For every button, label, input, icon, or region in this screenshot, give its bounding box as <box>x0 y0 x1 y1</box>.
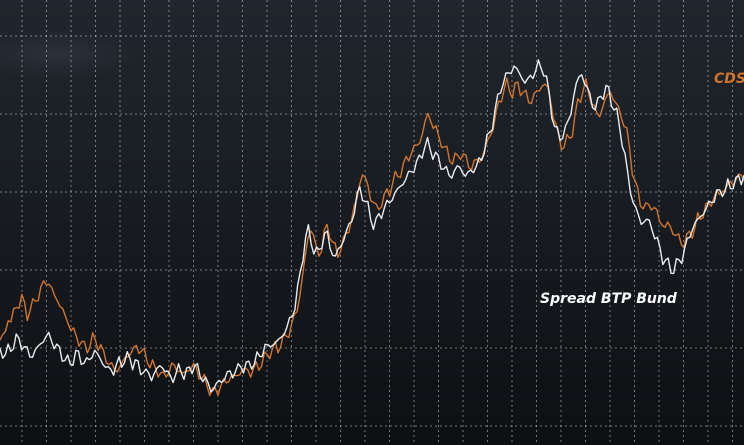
series-labels: CDS Spread BTP Bund <box>540 71 744 307</box>
series-label-spread: Spread BTP Bund <box>540 291 678 307</box>
background-smudge <box>0 30 140 80</box>
series-label-cds: CDS <box>714 71 744 87</box>
series-lines <box>0 59 744 397</box>
series-line-cds <box>0 77 744 397</box>
series-line-spread-btp-bund <box>0 59 744 393</box>
